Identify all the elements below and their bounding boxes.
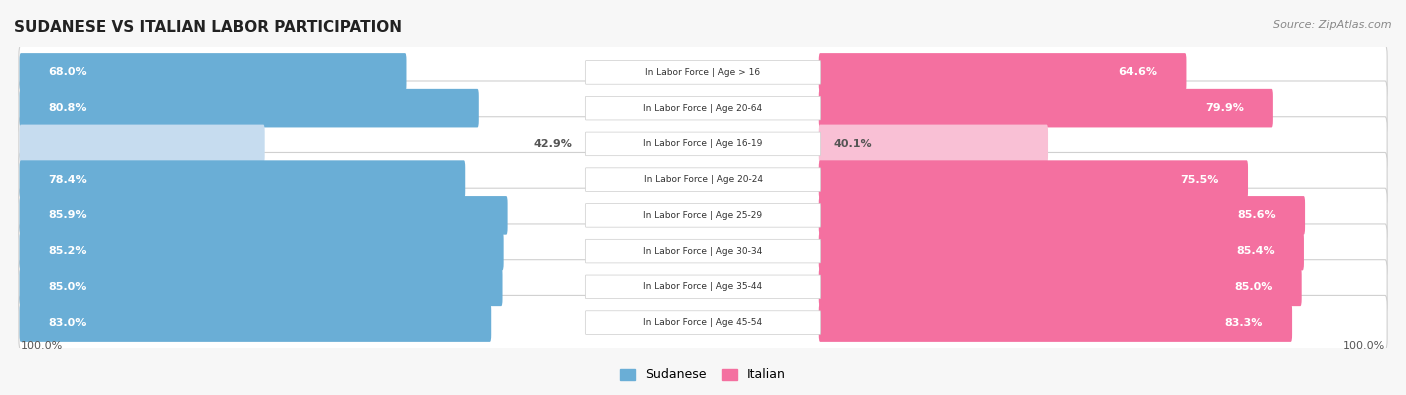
Text: 68.0%: 68.0% bbox=[48, 68, 87, 77]
Text: 75.5%: 75.5% bbox=[1181, 175, 1219, 184]
Text: 80.8%: 80.8% bbox=[48, 103, 87, 113]
FancyBboxPatch shape bbox=[20, 89, 479, 128]
FancyBboxPatch shape bbox=[818, 196, 1305, 235]
FancyBboxPatch shape bbox=[585, 168, 821, 192]
FancyBboxPatch shape bbox=[20, 303, 491, 342]
FancyBboxPatch shape bbox=[818, 160, 1249, 199]
FancyBboxPatch shape bbox=[818, 267, 1302, 306]
FancyBboxPatch shape bbox=[585, 132, 821, 156]
FancyBboxPatch shape bbox=[585, 60, 821, 84]
Text: In Labor Force | Age 16-19: In Labor Force | Age 16-19 bbox=[644, 139, 762, 149]
Text: 78.4%: 78.4% bbox=[48, 175, 87, 184]
FancyBboxPatch shape bbox=[818, 124, 1047, 163]
Legend: Sudanese, Italian: Sudanese, Italian bbox=[616, 363, 790, 386]
FancyBboxPatch shape bbox=[18, 45, 1388, 100]
Text: 100.0%: 100.0% bbox=[1343, 341, 1385, 351]
FancyBboxPatch shape bbox=[18, 117, 1388, 171]
FancyBboxPatch shape bbox=[18, 81, 1388, 135]
FancyBboxPatch shape bbox=[585, 203, 821, 227]
FancyBboxPatch shape bbox=[18, 260, 1388, 314]
FancyBboxPatch shape bbox=[18, 188, 1388, 243]
FancyBboxPatch shape bbox=[18, 152, 1388, 207]
FancyBboxPatch shape bbox=[20, 124, 264, 163]
Text: 83.3%: 83.3% bbox=[1225, 318, 1263, 327]
Text: 85.0%: 85.0% bbox=[1234, 282, 1272, 292]
Text: 40.1%: 40.1% bbox=[834, 139, 873, 149]
Text: 85.4%: 85.4% bbox=[1236, 246, 1275, 256]
Text: 85.6%: 85.6% bbox=[1237, 211, 1277, 220]
FancyBboxPatch shape bbox=[20, 232, 503, 271]
FancyBboxPatch shape bbox=[20, 196, 508, 235]
Text: In Labor Force | Age 20-24: In Labor Force | Age 20-24 bbox=[644, 175, 762, 184]
Text: 42.9%: 42.9% bbox=[533, 139, 572, 149]
Text: 85.2%: 85.2% bbox=[48, 246, 87, 256]
FancyBboxPatch shape bbox=[20, 53, 406, 92]
Text: In Labor Force | Age 45-54: In Labor Force | Age 45-54 bbox=[644, 318, 762, 327]
FancyBboxPatch shape bbox=[818, 303, 1292, 342]
FancyBboxPatch shape bbox=[585, 311, 821, 335]
Text: In Labor Force | Age > 16: In Labor Force | Age > 16 bbox=[645, 68, 761, 77]
FancyBboxPatch shape bbox=[818, 232, 1303, 271]
Text: 85.9%: 85.9% bbox=[48, 211, 87, 220]
Text: 83.0%: 83.0% bbox=[48, 318, 87, 327]
FancyBboxPatch shape bbox=[585, 275, 821, 299]
FancyBboxPatch shape bbox=[818, 53, 1187, 92]
Text: In Labor Force | Age 30-34: In Labor Force | Age 30-34 bbox=[644, 246, 762, 256]
FancyBboxPatch shape bbox=[818, 89, 1272, 128]
Text: In Labor Force | Age 35-44: In Labor Force | Age 35-44 bbox=[644, 282, 762, 292]
FancyBboxPatch shape bbox=[585, 96, 821, 120]
Text: In Labor Force | Age 20-64: In Labor Force | Age 20-64 bbox=[644, 103, 762, 113]
FancyBboxPatch shape bbox=[20, 267, 502, 306]
Text: Source: ZipAtlas.com: Source: ZipAtlas.com bbox=[1274, 20, 1392, 30]
FancyBboxPatch shape bbox=[18, 295, 1388, 350]
Text: 64.6%: 64.6% bbox=[1119, 68, 1157, 77]
Text: 79.9%: 79.9% bbox=[1205, 103, 1244, 113]
Text: SUDANESE VS ITALIAN LABOR PARTICIPATION: SUDANESE VS ITALIAN LABOR PARTICIPATION bbox=[14, 20, 402, 35]
FancyBboxPatch shape bbox=[20, 160, 465, 199]
Text: 100.0%: 100.0% bbox=[21, 341, 63, 351]
Text: 85.0%: 85.0% bbox=[48, 282, 87, 292]
FancyBboxPatch shape bbox=[18, 224, 1388, 278]
FancyBboxPatch shape bbox=[585, 239, 821, 263]
Text: In Labor Force | Age 25-29: In Labor Force | Age 25-29 bbox=[644, 211, 762, 220]
